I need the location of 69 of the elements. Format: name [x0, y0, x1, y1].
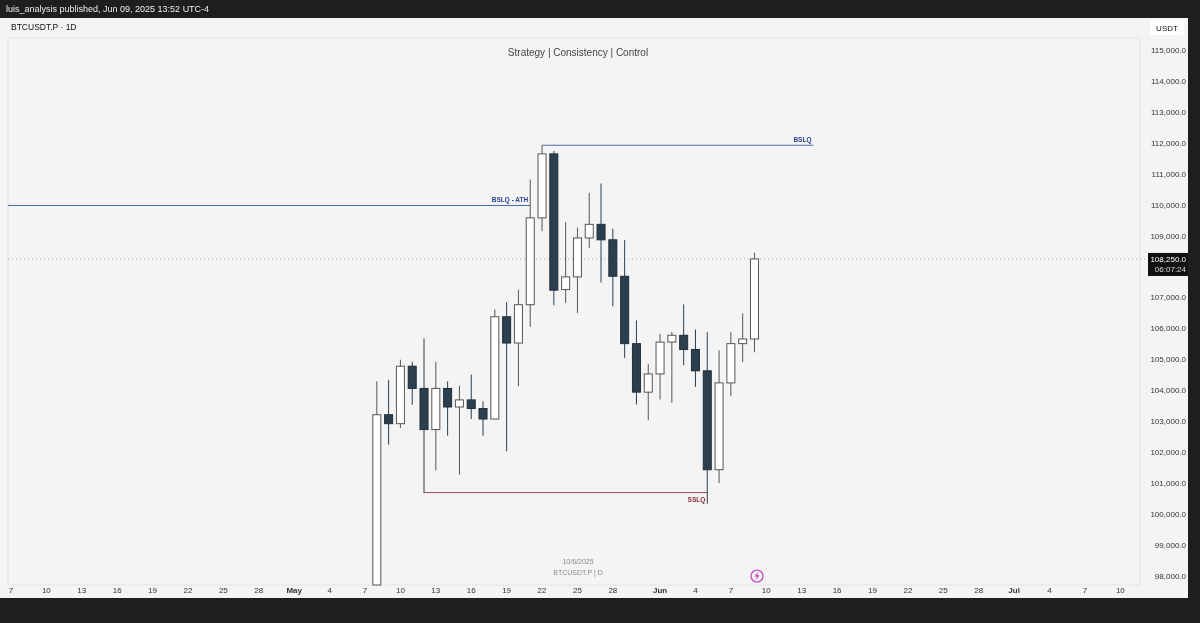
x-tick-label: May — [286, 586, 303, 595]
y-tick-label: 109,000.0 — [1150, 231, 1187, 241]
candlestick — [667, 331, 677, 404]
x-tick-label: 4 — [1047, 586, 1053, 595]
candlestick — [443, 380, 453, 437]
x-tick-label: 19 — [148, 586, 158, 595]
x-tick-label: 13 — [77, 586, 87, 595]
candlestick — [584, 192, 594, 249]
x-tick-label: 7 — [1082, 586, 1088, 595]
x-tick-label: 7 — [362, 586, 368, 595]
candlestick — [596, 183, 606, 283]
y-tick-label: 98,000.0 — [1154, 571, 1187, 581]
candlestick — [407, 361, 417, 406]
chart-title: BTCUSDT.P · 1D — [11, 22, 77, 32]
ref-line-label: 108,250.0 — [1150, 254, 1187, 264]
text: 06:07:24 — [1154, 264, 1187, 274]
y-tick-label: 104,000.0 — [1150, 386, 1187, 396]
candlestick — [643, 363, 653, 421]
y-tick-label: 106,000.0 — [1150, 324, 1187, 334]
x-tick-label: 10 — [41, 586, 52, 595]
x-tick-label: 10 — [1115, 586, 1126, 595]
x-tick-label: 13 — [431, 586, 441, 595]
y-tick-label: 105,000.0 — [1150, 355, 1187, 365]
x-tick-label: 22 — [183, 586, 193, 595]
x-tick-label: Jul — [1008, 586, 1020, 595]
text: Strategy | Consistency | Control — [507, 47, 649, 58]
y-tick-label: 113,000.0 — [1151, 107, 1187, 117]
y-tick-label: 100,000.0 — [1150, 509, 1187, 519]
x-tick-label: 4 — [327, 586, 333, 595]
text: luis_analysis published, Jun 09, 2025 13:52 UTC-4 — [6, 4, 210, 14]
candlestick — [478, 400, 488, 437]
x-tick-label: 25 — [218, 586, 229, 595]
x-tick-label: Jun — [652, 586, 668, 595]
x-tick-label: 28 — [974, 586, 984, 595]
candlestick — [384, 379, 394, 446]
y-tick-label: 114,000.0 — [1151, 77, 1187, 87]
y-tick-label: 102,000.0 — [1150, 447, 1187, 457]
y-tick-label: 101,000.0 — [1150, 478, 1187, 488]
x-tick-label: 10 — [395, 586, 406, 595]
x-tick-label: 4 — [693, 586, 699, 595]
y-tick-label: 112,000.0 — [1151, 138, 1187, 148]
y-tick-label: 110,000.0 — [1151, 200, 1187, 210]
x-tick-label: 7 — [728, 586, 734, 595]
candlestick — [738, 312, 748, 363]
x-tick-label: 25 — [938, 586, 949, 595]
y-tick-label: 107,000.0 — [1150, 293, 1187, 303]
candlestick — [679, 303, 689, 366]
y-axis-title: USDT — [1156, 24, 1178, 33]
candlestick — [690, 328, 700, 388]
y-tick-label: 103,000.0 — [1150, 417, 1187, 427]
x-tick-label: 16 — [832, 586, 843, 595]
x-tick-label: 19 — [868, 586, 878, 595]
y-tick-label: 111,000.0 — [1151, 169, 1187, 179]
x-tick-label: 16 — [112, 586, 123, 595]
x-tick-label: 13 — [797, 586, 807, 595]
x-tick-label: 22 — [903, 586, 913, 595]
x-tick-label: 28 — [608, 586, 618, 595]
x-tick-label: 28 — [254, 586, 264, 595]
y-tick-label: 99,000.0 — [1154, 540, 1187, 550]
x-tick-label: 10 — [761, 586, 772, 595]
candlestick — [466, 374, 476, 420]
x-tick-label: 22 — [537, 586, 548, 595]
candlestick — [454, 385, 464, 476]
x-tick-label: 16 — [466, 586, 477, 595]
x-tick-label: 7 — [8, 586, 14, 595]
x-tick-label: 19 — [502, 586, 512, 595]
y-tick-label: 115,000.0 — [1151, 46, 1187, 56]
x-tick-label: 25 — [572, 586, 583, 595]
candlestick — [561, 221, 571, 304]
